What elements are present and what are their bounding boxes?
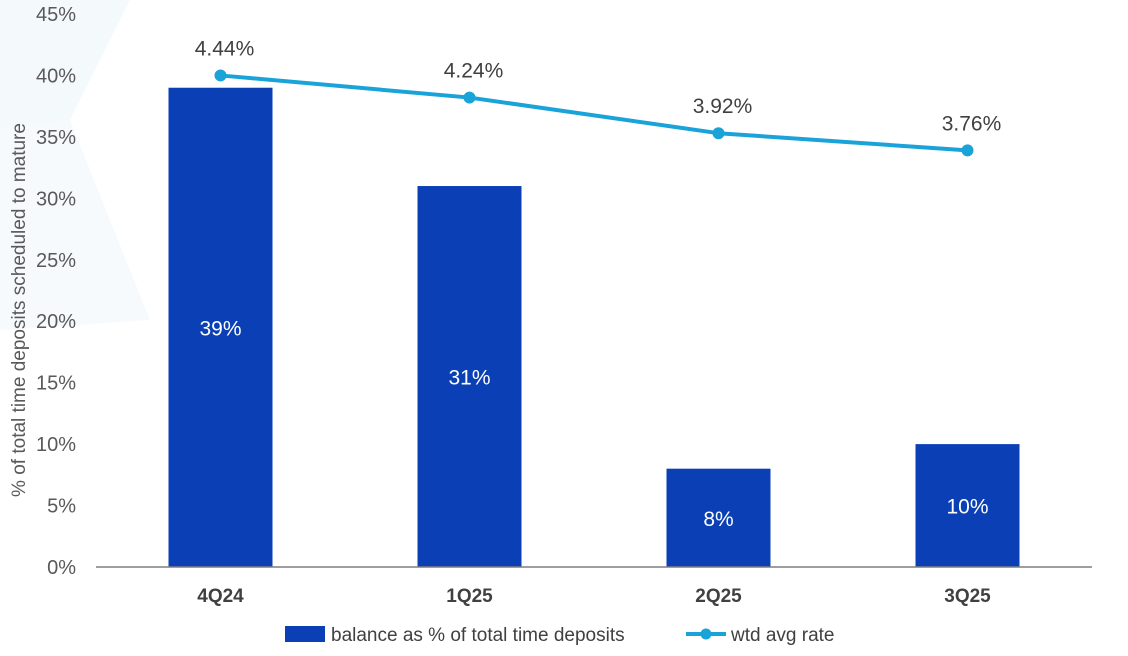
y-tick-label: 45% (36, 4, 76, 26)
bar-data-label: 10% (946, 496, 988, 519)
bar-data-labels: 39% 31% 8% 10% (199, 317, 988, 530)
line-point (961, 144, 974, 157)
line-point (214, 69, 227, 82)
y-tick-label: 40% (36, 65, 76, 87)
y-tick-label: 30% (36, 188, 76, 210)
line-path (220, 73, 968, 153)
line-data-label: 3.92% (693, 95, 753, 118)
bar (168, 87, 273, 567)
line-data-labels: 4.44% 4.24% 3.92% 3.76% (195, 37, 1002, 135)
line-data-label: 4.44% (195, 37, 255, 60)
legend-label-bar: balance as % of total time deposits (331, 625, 625, 646)
legend: balance as % of total time deposits wtd … (285, 625, 835, 646)
y-tick-label: 15% (36, 373, 76, 395)
line-point (712, 127, 725, 140)
line-point (463, 91, 476, 104)
legend-label-line: wtd avg rate (730, 625, 835, 646)
x-axis-ticks: 4Q24 1Q25 2Q25 3Q25 (197, 586, 991, 607)
y-axis-ticks: 0% 5% 10% 15% 20% 25% 30% 35% 40% 45% (36, 4, 76, 579)
bar (915, 444, 1020, 567)
y-tick-label: 35% (36, 127, 76, 149)
line-series (214, 69, 974, 157)
line-data-label: 4.24% (444, 60, 504, 83)
x-tick-label: 4Q24 (197, 586, 244, 607)
bar-data-label: 8% (703, 508, 733, 531)
y-tick-label: 0% (47, 557, 76, 579)
y-tick-label: 25% (36, 250, 76, 272)
bar-data-label: 39% (199, 317, 241, 340)
y-tick-label: 20% (36, 311, 76, 333)
bar-data-label: 31% (448, 367, 490, 390)
x-tick-label: 3Q25 (944, 586, 991, 607)
y-tick-label: 10% (36, 434, 76, 456)
background-decoration (0, 0, 150, 330)
legend-swatch-bar (285, 626, 325, 642)
x-tick-label: 1Q25 (446, 586, 493, 607)
bar (666, 468, 771, 567)
legend-swatch-marker (700, 628, 712, 640)
x-tick-label: 2Q25 (695, 586, 742, 607)
bar-series (168, 87, 1020, 568)
y-tick-label: 5% (47, 496, 76, 518)
bar (417, 186, 522, 568)
y-axis-label: % of total time deposits scheduled to ma… (9, 123, 30, 497)
line-data-label: 3.76% (942, 112, 1002, 135)
